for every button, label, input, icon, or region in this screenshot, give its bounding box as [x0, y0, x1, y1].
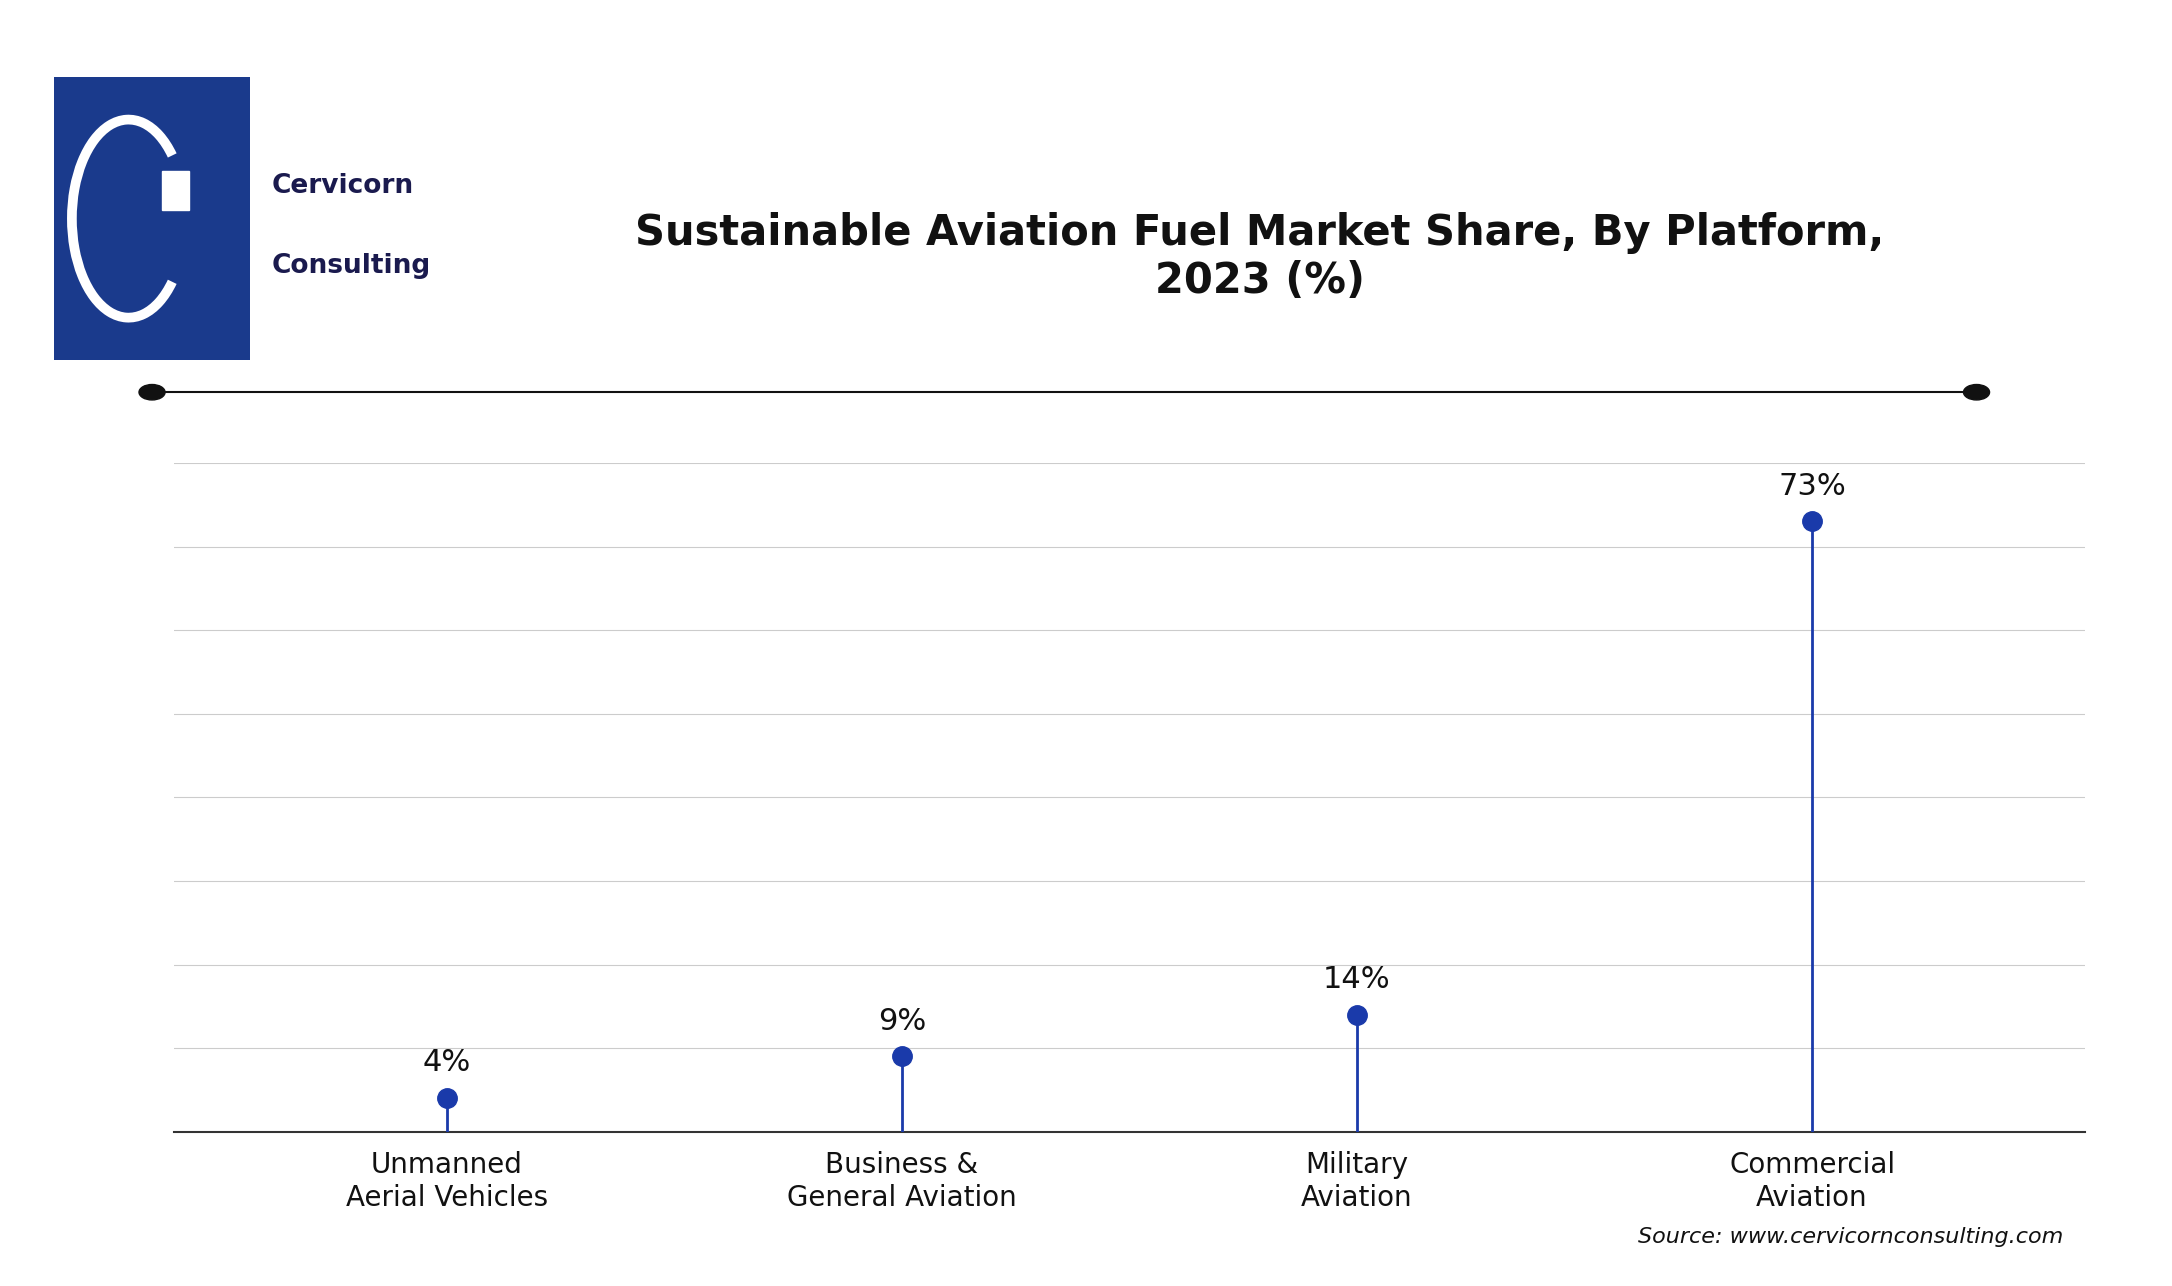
FancyBboxPatch shape [43, 60, 261, 377]
Text: Source: www.cervicornconsulting.com: Source: www.cervicornconsulting.com [1638, 1227, 2063, 1247]
Text: Consulting: Consulting [272, 253, 430, 279]
Text: 9%: 9% [877, 1007, 925, 1035]
Text: Sustainable Aviation Fuel Market Share, By Platform,
2023 (%): Sustainable Aviation Fuel Market Share, … [634, 212, 1885, 302]
Text: Cervicorn: Cervicorn [272, 174, 413, 199]
Text: 14%: 14% [1323, 964, 1390, 994]
Text: 73%: 73% [1779, 472, 1846, 500]
Text: 4%: 4% [424, 1048, 471, 1078]
Bar [161, 171, 189, 210]
Bar [161, 216, 189, 256]
